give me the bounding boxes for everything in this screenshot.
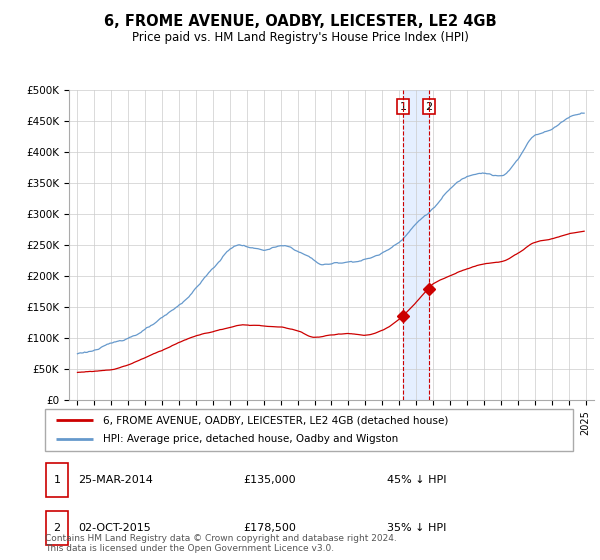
FancyBboxPatch shape <box>45 409 573 451</box>
Text: 2: 2 <box>425 102 433 111</box>
Bar <box>403 90 429 400</box>
FancyBboxPatch shape <box>46 464 68 497</box>
Text: 1: 1 <box>53 475 61 485</box>
Text: 35% ↓ HPI: 35% ↓ HPI <box>387 523 446 533</box>
FancyBboxPatch shape <box>46 511 68 544</box>
Text: 6, FROME AVENUE, OADBY, LEICESTER, LE2 4GB: 6, FROME AVENUE, OADBY, LEICESTER, LE2 4… <box>104 14 496 29</box>
Text: Contains HM Land Registry data © Crown copyright and database right 2024.
This d: Contains HM Land Registry data © Crown c… <box>45 534 397 553</box>
Text: 25-MAR-2014: 25-MAR-2014 <box>78 475 153 485</box>
Text: HPI: Average price, detached house, Oadby and Wigston: HPI: Average price, detached house, Oadb… <box>103 435 398 445</box>
Text: £135,000: £135,000 <box>243 475 296 485</box>
Text: 02-OCT-2015: 02-OCT-2015 <box>78 523 151 533</box>
Text: 2: 2 <box>53 523 61 533</box>
Text: 1: 1 <box>400 102 407 111</box>
Text: £178,500: £178,500 <box>243 523 296 533</box>
Text: Price paid vs. HM Land Registry's House Price Index (HPI): Price paid vs. HM Land Registry's House … <box>131 31 469 44</box>
Text: 45% ↓ HPI: 45% ↓ HPI <box>387 475 446 485</box>
Text: 6, FROME AVENUE, OADBY, LEICESTER, LE2 4GB (detached house): 6, FROME AVENUE, OADBY, LEICESTER, LE2 4… <box>103 415 448 425</box>
